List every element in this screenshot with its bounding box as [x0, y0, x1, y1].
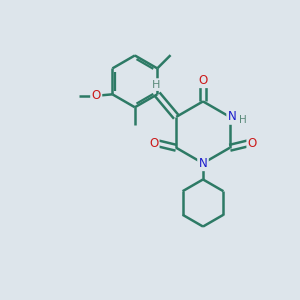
Text: O: O	[198, 74, 208, 87]
Text: O: O	[248, 137, 257, 150]
Text: H: H	[238, 115, 246, 125]
Text: H: H	[152, 80, 160, 90]
Text: O: O	[149, 137, 158, 150]
Text: N: N	[199, 157, 207, 170]
Text: O: O	[92, 89, 101, 102]
Text: N: N	[228, 110, 236, 123]
